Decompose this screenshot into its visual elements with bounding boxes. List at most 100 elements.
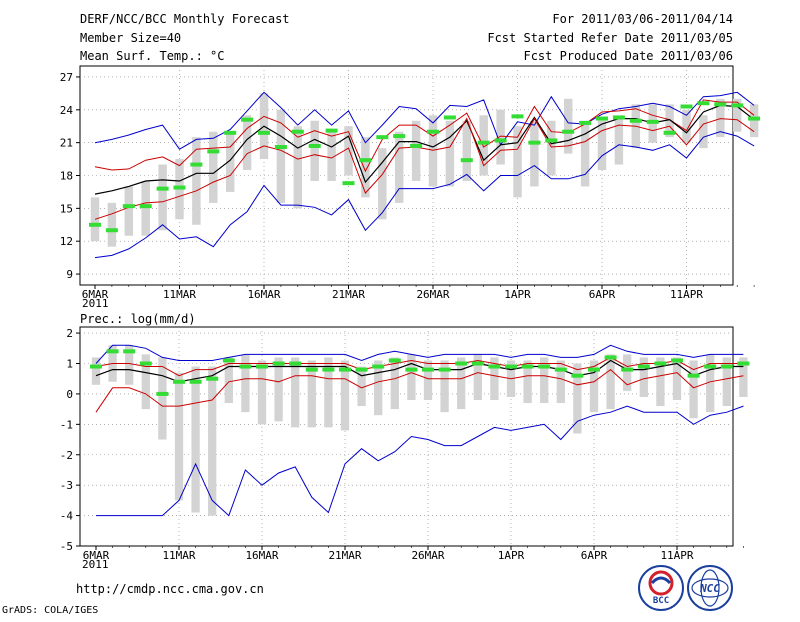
temperature-median-mark [663,130,676,135]
precip-median-mark [322,367,335,372]
precip-year-label: 2011 [82,558,109,571]
temperature-box [124,186,134,236]
temperature-median-mark [122,204,135,209]
precip-x-tick-label: 1APR [498,549,525,562]
precip-median-mark [90,364,102,369]
precip-box [423,360,433,400]
temperature-box [428,115,438,187]
temperature-median-mark [680,104,693,109]
precip-box [589,360,599,413]
temperature-line-mean [94,104,755,195]
temperature-box [327,131,336,181]
precip-box [224,357,233,404]
precip-median-mark [222,358,235,363]
precip-box [606,354,615,410]
temperature-box [614,115,624,165]
temperature-box [445,120,455,187]
precip-median-mark [488,364,501,369]
precip-median-mark [455,361,468,366]
temperature-median-mark [443,115,456,120]
temperature-x-tick-label: 21MAR [332,288,365,301]
precip-box [656,357,665,407]
chart-title: DERF/NCC/BCC Monthly Forecast [80,12,290,26]
temperature-box [293,126,303,209]
temperature-box [732,98,742,132]
bcc-logo: BCC [638,565,684,611]
temperature-median-mark [545,138,558,143]
temperature-median-mark [410,143,423,148]
precip-median-mark [521,364,534,369]
temperature-y-tick-label: 21 [60,137,73,150]
temperature-median-mark [342,181,355,186]
precip-median-mark [256,364,268,369]
temperature-median-mark [477,140,490,145]
precip-y-axis: -5 -4 -3 -2 -1 0 1 2 [60,327,80,553]
temperature-median-mark [612,115,625,120]
precip-boxes [91,345,748,516]
ncc-logo: NCC [687,565,733,611]
temperature-box [310,120,319,181]
temperature-median-mark [579,120,592,125]
temperature-box [580,120,590,187]
precip-y-tick-label: -3 [60,479,73,492]
precip-box [174,372,184,501]
precip-box [473,354,482,400]
precip-box [523,360,532,404]
temperature-line-min [94,131,755,259]
temperature-median-mark [460,158,473,163]
temperature-x-axis: 6MAR 11MAR 16MAR 21MAR 26MAR 1APR 6APR 11APR [82,285,755,301]
precip-line-upper [95,356,744,377]
precip-medians [90,349,750,396]
precip-box [739,357,748,397]
temperature-box [716,98,725,138]
forecast-period: For 2011/03/06-2011/04/14 [552,12,733,26]
temperature-x-tick-label: 11APR [670,288,703,301]
precip-box [191,366,200,513]
temperature-panel: 9 12 15 18 21 24 27 6MAR 11MAR 16MAR 21MAR 26MAR 1A… [60,65,761,310]
temperature-box [209,131,218,203]
temperature-box [699,115,708,149]
precip-box [324,357,333,428]
precip-median-mark [604,355,617,360]
precip-median-mark [621,367,634,372]
temperature-box [597,120,607,171]
precip-median-mark [239,364,252,369]
ncc-logo-text: NCC [699,582,720,595]
precip-box [623,354,632,391]
temperature-x-tick-label: 6MAR [82,288,109,301]
temperature-y-tick-label: 24 [60,104,74,117]
temperature-median-mark [596,116,608,121]
precip-box [390,357,399,410]
precip-median-mark [438,367,451,372]
temperature-median-mark [714,102,727,107]
temperature-box [378,148,387,220]
temperature-median-mark [646,119,659,124]
precip-median-mark [505,364,517,369]
temperature-line-upper [94,99,755,173]
precip-median-mark [637,364,650,369]
temperature-median-mark [258,130,270,135]
precip-box [274,357,283,422]
precip-median-mark [123,349,136,354]
temperature-median-mark [274,145,287,150]
temperature-line-max [94,91,755,150]
temperature-box [547,120,556,176]
precip-line-max [95,344,744,364]
temperature-median-mark [325,128,338,133]
precip-variable-label: Prec.: log(mm/d) [80,312,196,326]
temperature-box [344,126,353,176]
source-url[interactable]: http://cmdp.ncc.cma.gov.cn [76,582,264,596]
precip-box [208,366,217,516]
precip-box [490,357,499,400]
temperature-box [141,180,150,236]
precip-median-mark [538,364,551,369]
temperature-box [394,131,404,203]
temperature-median-mark [494,138,507,143]
temperature-x-tick-label: 6APR [589,288,616,301]
precip-box [556,360,565,404]
temperature-box [411,120,421,181]
temperature-median-mark [393,134,406,139]
precip-median-mark [554,367,567,372]
precip-median-mark [737,361,750,366]
